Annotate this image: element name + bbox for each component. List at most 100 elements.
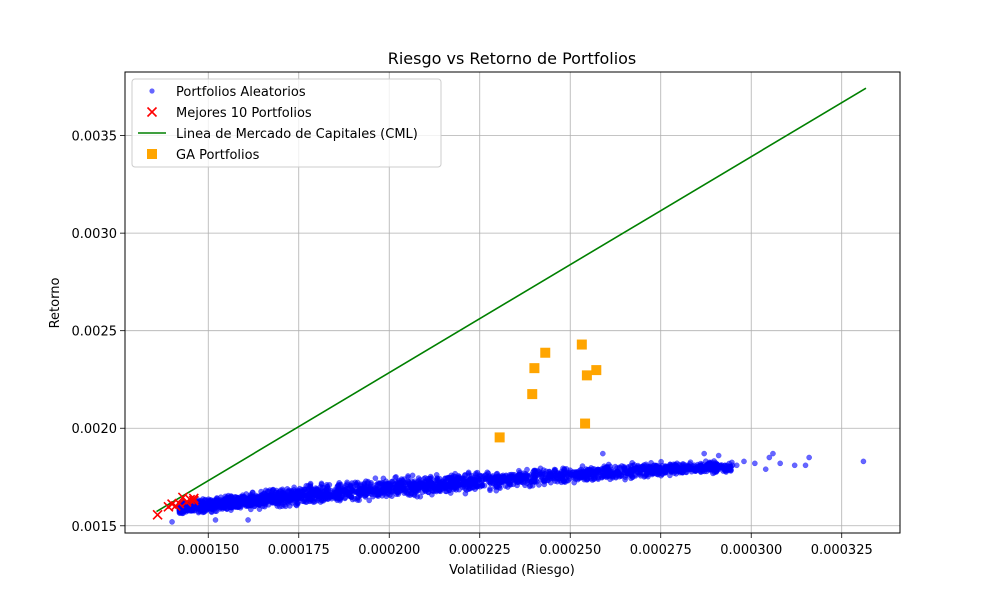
random-portfolio-point bbox=[288, 494, 294, 501]
x-tick-label: 0.000225 bbox=[449, 543, 511, 558]
random-portfolio-point bbox=[642, 473, 648, 479]
random-portfolio-point bbox=[362, 492, 368, 499]
random-portfolio-point bbox=[216, 501, 223, 508]
random-portfolio-point bbox=[629, 474, 636, 481]
chart-title: Riesgo vs Retorno de Portfolios bbox=[388, 49, 637, 68]
random-portfolio-point bbox=[631, 467, 638, 474]
y-tick-label: 0.0015 bbox=[72, 520, 118, 535]
random-portfolio-point bbox=[428, 475, 435, 481]
random-portfolio-point bbox=[301, 498, 307, 505]
best-portfolio-marker bbox=[188, 495, 199, 506]
random-portfolio-point bbox=[752, 460, 758, 467]
random-portfolio-point bbox=[328, 493, 335, 500]
random-portfolio-point bbox=[654, 467, 661, 474]
random-portfolio-point bbox=[339, 493, 346, 499]
random-portfolio-point bbox=[419, 481, 426, 487]
random-portfolio-point bbox=[481, 473, 487, 480]
random-portfolio-point bbox=[519, 478, 525, 485]
best-portfolio-stroke bbox=[166, 499, 178, 510]
random-portfolio-point bbox=[766, 454, 773, 461]
random-portfolio-point bbox=[524, 477, 531, 484]
random-portfolio-point bbox=[333, 494, 340, 501]
random-portfolio-point bbox=[337, 482, 344, 489]
random-portfolio-point bbox=[224, 506, 230, 512]
random-portfolio-point bbox=[465, 470, 472, 477]
random-portfolio-point bbox=[791, 462, 798, 469]
random-portfolio-point bbox=[621, 464, 628, 471]
random-portfolio-point bbox=[555, 475, 562, 482]
random-portfolio-point bbox=[185, 507, 192, 514]
random-portfolio-point bbox=[513, 477, 520, 484]
random-portfolio-point bbox=[366, 497, 373, 504]
random-portfolio-point bbox=[536, 471, 543, 478]
best-portfolio-marker bbox=[185, 494, 196, 505]
random-portfolio-point bbox=[245, 500, 251, 507]
random-portfolio-point bbox=[273, 489, 280, 496]
x-axis: 0.000150 0.000175 0.000200 0.000225 0.000250… bbox=[177, 533, 873, 558]
random-portfolio-point bbox=[586, 467, 593, 473]
legend-x-marker bbox=[146, 106, 158, 118]
random-portfolio-point bbox=[718, 462, 725, 468]
random-portfolio-point bbox=[417, 493, 424, 500]
x-tick-label: 0.000275 bbox=[630, 543, 692, 558]
random-portfolio-point bbox=[564, 472, 571, 479]
best-portfolio-stroke bbox=[188, 495, 199, 506]
random-portfolio-point bbox=[467, 477, 473, 483]
random-portfolio-point bbox=[447, 475, 453, 481]
random-portfolios-series bbox=[169, 450, 867, 525]
random-portfolio-point bbox=[860, 458, 867, 465]
random-portfolio-point bbox=[678, 467, 685, 473]
plot-area bbox=[152, 87, 867, 525]
random-portfolio-point bbox=[412, 487, 419, 494]
random-portfolio-point bbox=[806, 454, 812, 461]
random-portfolio-point bbox=[446, 481, 453, 487]
random-portfolio-point bbox=[312, 489, 318, 496]
legend-label: Portfolios Aleatorios bbox=[176, 85, 306, 100]
random-portfolio-point bbox=[741, 458, 747, 465]
random-portfolio-point bbox=[344, 489, 351, 496]
random-portfolio-point bbox=[282, 503, 289, 510]
y-axis: 0.0015 0.0020 0.0025 0.0030 0.0035 bbox=[72, 130, 125, 535]
random-portfolio-point bbox=[318, 480, 325, 487]
random-portfolio-point bbox=[595, 476, 602, 483]
x-tick-label: 0.000325 bbox=[811, 543, 873, 558]
random-portfolio-point bbox=[692, 466, 698, 473]
x-tick-label: 0.000175 bbox=[268, 543, 330, 558]
best-portfolio-stroke bbox=[152, 509, 163, 520]
random-portfolio-point bbox=[358, 486, 365, 493]
x-axis-label: Volatilidad (Riesgo) bbox=[449, 563, 575, 578]
ga-portfolio-marker bbox=[591, 365, 602, 376]
x-tick-label: 0.000250 bbox=[539, 543, 601, 558]
random-portfolio-point bbox=[195, 506, 202, 512]
random-portfolio-point bbox=[476, 476, 483, 483]
random-portfolio-point bbox=[541, 475, 548, 481]
ga-portfolio-marker bbox=[581, 370, 592, 381]
axes-frame bbox=[124, 71, 901, 534]
random-portfolio-point bbox=[204, 497, 211, 504]
random-portfolio-point bbox=[240, 494, 246, 501]
random-portfolio-point bbox=[701, 450, 707, 457]
ga-portfolio-marker bbox=[540, 347, 551, 358]
best-portfolio-marker bbox=[188, 493, 199, 504]
random-portfolio-point bbox=[223, 501, 229, 507]
legend: Portfolios Aleatorios Mejores 10 Portfoli… bbox=[131, 78, 442, 168]
random-portfolio-point bbox=[293, 489, 300, 495]
y-tick-label: 0.0035 bbox=[72, 130, 118, 145]
random-portfolio-point bbox=[393, 474, 399, 480]
random-portfolio-point bbox=[272, 500, 278, 507]
random-portfolio-point bbox=[245, 517, 251, 523]
random-portfolio-point bbox=[349, 487, 356, 494]
random-portfolio-point bbox=[462, 490, 469, 497]
random-portfolio-point bbox=[280, 488, 287, 494]
cml-line bbox=[156, 87, 867, 513]
random-portfolio-point bbox=[543, 468, 549, 475]
legend-label: Mejores 10 Portfolios bbox=[176, 106, 312, 121]
random-portfolio-point bbox=[334, 489, 340, 495]
random-portfolio-point bbox=[230, 501, 236, 507]
random-portfolio-point bbox=[314, 497, 321, 504]
random-portfolio-point bbox=[706, 464, 713, 471]
random-portfolio-point bbox=[199, 499, 206, 506]
best-portfolio-stroke bbox=[174, 498, 185, 509]
y-tick-label: 0.0020 bbox=[72, 422, 118, 437]
